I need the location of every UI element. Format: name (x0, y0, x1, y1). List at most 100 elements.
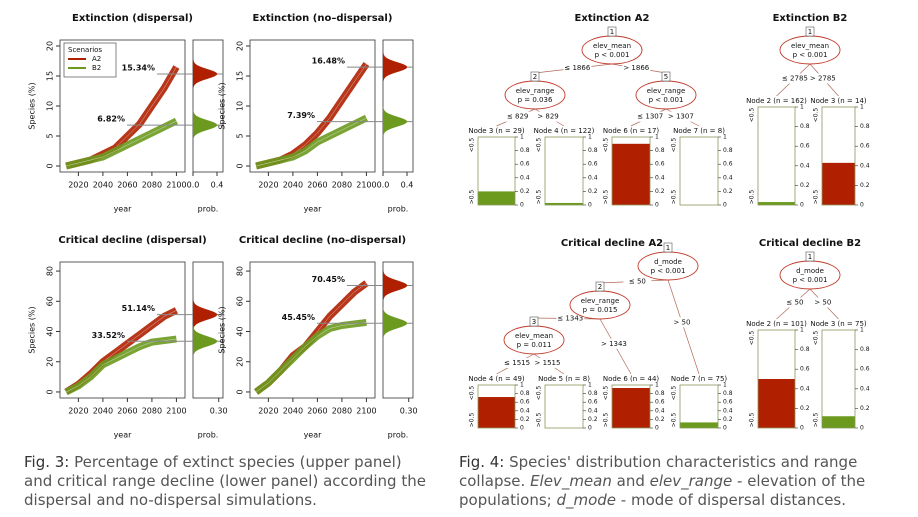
leaf-tick-label: 0.8 (655, 147, 665, 154)
leaf-tick-label: 0.4 (655, 174, 665, 181)
tree-title: Extinction B2 (773, 13, 848, 24)
y-tick-label: 60 (46, 296, 55, 306)
leaf-tick-label: 0.8 (520, 147, 530, 154)
annotation-label: 45.45% (282, 313, 315, 322)
x-axis-label: year (114, 431, 133, 440)
edge-label-bg (808, 73, 837, 84)
leaf-tick-label: 0.6 (588, 399, 598, 406)
panel-title: Critical decline (no–dispersal) (239, 235, 406, 246)
node-id: 1 (666, 244, 670, 252)
edge-label-bg (636, 111, 665, 122)
edge-label-bg (666, 111, 695, 122)
leaf-tick-label: 0 (723, 425, 727, 432)
legend-title: Scenarios (68, 46, 102, 54)
leaf-label: Node 4 (n = 49) (468, 375, 525, 383)
node-p-value: p < 0.001 (595, 51, 630, 59)
y-tick-label: 80 (236, 266, 245, 276)
leaf-axis-top: <0.5 (749, 108, 756, 123)
y-tick-label: 20 (236, 41, 245, 51)
density-frame (382, 39, 414, 173)
node-id: 3 (532, 318, 536, 326)
edge-label: > 2785 (810, 74, 836, 82)
x-tick-label: 2040 (93, 407, 113, 416)
leaf-bar (478, 397, 515, 428)
edge-label: ≤ 2785 (782, 74, 808, 82)
leaf-axis-top: <0.5 (813, 108, 820, 123)
edge-label: ≤ 1866 (564, 64, 590, 72)
node-variable: elev_mean (593, 42, 631, 50)
y-tick-label: 0 (46, 389, 55, 394)
annotation-label: 33.52% (92, 331, 125, 340)
node-id-box (663, 242, 673, 253)
leaf-tick-label: 1 (520, 134, 524, 141)
leaf-tick-label: 0.8 (800, 346, 810, 353)
leaf-tick-label: 1 (800, 104, 804, 111)
panel-title: Extinction (no–dispersal) (253, 13, 393, 24)
leaf-tick-label: 0.8 (723, 147, 733, 154)
caption-text: Percentage of extinct species (upper pan… (24, 453, 426, 509)
series-line (254, 318, 367, 395)
density-frame (192, 39, 224, 173)
fig3-caption: Fig. 3: Percentage of extinct species (u… (24, 453, 434, 510)
leaf-tick-label: 1 (800, 327, 804, 334)
leaf-frame (821, 106, 856, 206)
node-variable: d_mode (796, 267, 824, 275)
x-tick-label: 2020 (68, 181, 88, 190)
edge-label: ≤ 50 (786, 299, 803, 307)
annotation-label: 70.45% (312, 275, 345, 284)
leaf-tick-label: 0 (860, 202, 864, 209)
leaf-axis-top: <0.5 (671, 386, 678, 401)
leaf-tick-label: 0.4 (723, 174, 733, 181)
leaf-tick-label: 0.6 (723, 399, 733, 406)
leaf-frame (757, 106, 796, 206)
leaf-tick-label: 0 (520, 202, 524, 209)
x-tick-label: 2060 (307, 407, 327, 416)
edge-label: > 1515 (535, 359, 561, 367)
leaf-label: Node 3 (n = 14) (810, 97, 867, 105)
y-tick-label: 20 (46, 41, 55, 51)
edge-label: ≤ 50 (629, 277, 646, 285)
edge-label-bg (622, 63, 651, 74)
leaf-frame (611, 136, 651, 206)
leaf-axis-top: <0.5 (469, 386, 476, 401)
leaf-axis-bottom: >0.5 (603, 413, 610, 428)
y-axis-label: Species (%) (28, 82, 37, 129)
y-tick-label: 60 (236, 296, 245, 306)
edge-label: > 829 (537, 113, 558, 121)
tree-node (779, 35, 841, 65)
x-tick-label: 2100 (166, 407, 186, 416)
node-id: 1 (808, 28, 812, 36)
legend-label: B2 (92, 64, 101, 72)
node-variable: elev_range (647, 87, 686, 95)
y-tick-label: 15 (236, 71, 245, 81)
density-curve (192, 326, 218, 356)
y-tick-label: 5 (46, 133, 55, 138)
series-line-core (256, 117, 367, 167)
leaf-label: Node 3 (n = 29) (468, 127, 525, 135)
leaf-tick-label: 1 (860, 327, 864, 334)
leaf-axis-top: <0.5 (749, 331, 756, 346)
density-curve (382, 270, 408, 300)
density-tick-label: 0.0 (187, 181, 200, 190)
leaf-frame (611, 384, 651, 429)
leaf-tick-label: 0.2 (723, 416, 733, 423)
density-tick-label: 0.4 (401, 181, 414, 190)
x-tick-label: 2060 (117, 407, 137, 416)
leaf-axis-top: <0.5 (536, 386, 543, 401)
leaf-tick-label: 0 (723, 202, 727, 209)
leaf-label: Node 2 (n = 101) (746, 320, 807, 328)
leaf-axis-bottom: >0.5 (536, 190, 543, 205)
leaf-frame (544, 136, 584, 206)
edge-label: ≤ 1515 (504, 359, 530, 367)
leaf-tick-label: 0.8 (860, 346, 870, 353)
leaf-tick-label: 0.8 (723, 390, 733, 397)
density-curve (192, 110, 218, 139)
leaf-axis-bottom: >0.5 (603, 190, 610, 205)
tree-node (569, 290, 631, 320)
leaf-tick-label: 0.2 (860, 405, 870, 412)
edge-label-bg (534, 111, 563, 122)
leaf-tick-label: 0.2 (860, 182, 870, 189)
density-curve (382, 106, 408, 136)
leaf-tick-label: 0.4 (860, 385, 870, 392)
leaf-tick-label: 0.6 (655, 161, 665, 168)
